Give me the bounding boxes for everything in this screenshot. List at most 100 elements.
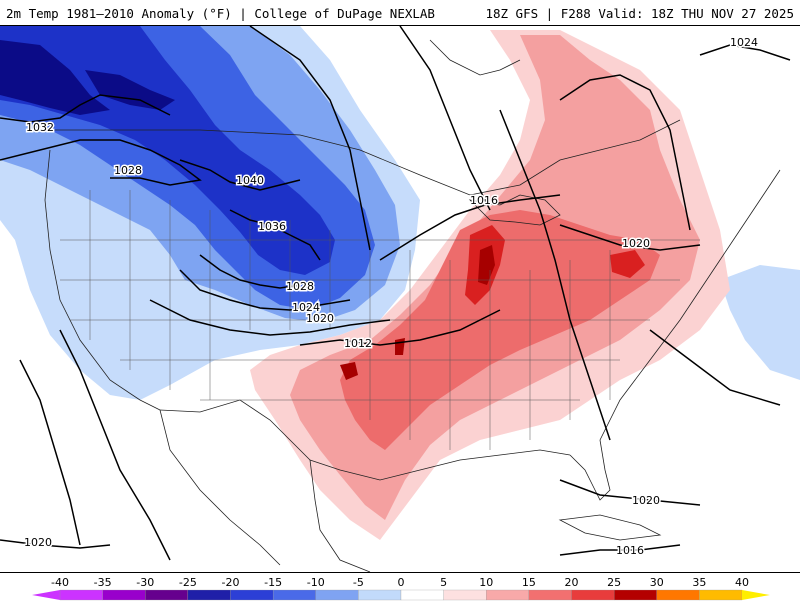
mexico-pacific-coast [159, 409, 281, 566]
warm-fill-hottest [478, 245, 495, 285]
isobar-label: 1020 [622, 237, 650, 250]
isobar-label: 1020 [24, 536, 52, 549]
isobar-labels: 1032 1028 1040 1036 1028 1024 1020 1016 … [23, 35, 760, 559]
cuba [558, 514, 662, 541]
colorbar-tick-label: -40 [51, 576, 69, 589]
us-canada-border [45, 119, 681, 196]
isobar-label: 1012 [344, 337, 372, 350]
isobar-1036 [229, 209, 321, 261]
isobar-label: 1040 [236, 174, 264, 187]
isobar-1024 [179, 269, 351, 311]
colorbar-tick-label: 5 [440, 576, 447, 589]
isobar-label: 1020 [306, 312, 334, 325]
isobar-1028-nw [0, 139, 202, 186]
colorbar-swatch [145, 589, 189, 601]
colorbar-swatches [32, 589, 770, 601]
colorbar-canvas: -40 -35 -30 -25 -20 -15 -10 -5 0 5 10 15 20 25 30 35 40 [32, 576, 770, 601]
colorbar-tick-label: -30 [136, 576, 154, 589]
colorbar-swatch [102, 589, 146, 601]
colorbar-swatch [656, 589, 700, 601]
warm-fill-hottest-2 [340, 362, 358, 380]
state-borders [60, 190, 700, 450]
isobar-label: 1016 [616, 544, 644, 557]
colorbar-tick-label: -25 [179, 576, 197, 589]
isobar-label: 1032 [26, 121, 54, 134]
colorbar-swatch [187, 589, 231, 601]
colorbar-tick-label: 25 [607, 576, 621, 589]
isobar-label: 1024 [292, 301, 320, 314]
colorbar-swatch [699, 589, 743, 601]
isobar-west-1 [59, 329, 171, 561]
colorbar-swatch [613, 589, 657, 601]
isobar-1040 [179, 159, 301, 191]
mexico-gulf-coast [309, 459, 371, 572]
anomaly-map[interactable]: 1032 1028 1040 1036 1028 1024 1020 1016 … [0, 26, 800, 572]
colorbar-swatch [486, 589, 530, 601]
colorbar-tick-label: 35 [692, 576, 706, 589]
colorbar-tick-label: 20 [565, 576, 579, 589]
isobar-outer-3 [499, 109, 611, 441]
colorbar-tick-label: 30 [650, 576, 664, 589]
colorbar-tick-labels: -40 -35 -30 -25 -20 -15 -10 -5 0 5 10 15 20 25 30 35 40 [51, 576, 749, 589]
florida [569, 439, 611, 501]
colorbar-tick-label: -35 [94, 576, 112, 589]
colorbar-swatch [358, 589, 402, 601]
isobar-outer-1 [249, 26, 371, 251]
isobar-1032 [0, 94, 171, 123]
warm-fill-hot-2 [610, 250, 645, 278]
cold-anomaly-shading [0, 26, 800, 400]
colorbar-swatch [230, 589, 274, 601]
colorbar-legend: -40 -35 -30 -25 -20 -15 -10 -5 0 5 10 15 20 25 30 35 40 [0, 572, 800, 601]
colorbar-swatch [315, 589, 359, 601]
isobar-label: 1036 [258, 220, 286, 233]
isobar-1020-center [149, 299, 391, 336]
isobar-outer-5 [649, 329, 781, 406]
colorbar-tick-label: 0 [398, 576, 405, 589]
isobar-label: 1020 [632, 494, 660, 507]
east-coast [599, 169, 781, 441]
isobar-contours [0, 26, 791, 561]
isobar-1028-center [199, 254, 301, 289]
isobar-label: 1028 [286, 280, 314, 293]
us-mexico-border [159, 399, 311, 461]
colorbar-swatch [528, 589, 572, 601]
colorbar-tick-label: 40 [735, 576, 749, 589]
geographic-borders [44, 39, 781, 572]
isobar-1024-ne [699, 44, 791, 61]
map-canvas: 1032 1028 1040 1036 1028 1024 1020 1016 … [0, 26, 800, 572]
isobar-1012 [299, 309, 501, 346]
colorbar-swatch [272, 589, 316, 601]
colorbar-tick-label: -15 [264, 576, 282, 589]
isobar-outer-2 [399, 26, 491, 211]
isobar-1020-gulf [559, 479, 701, 506]
map-title: 2m Temp 1981–2010 Anomaly (°F) | College… [6, 6, 435, 21]
cold-fill-slightly-cool-east [720, 265, 800, 380]
colorbar-swatch [59, 589, 103, 601]
colorbar-tick-label: 10 [479, 576, 493, 589]
colorbar-swatch [571, 589, 615, 601]
colorbar-swatch [443, 589, 487, 601]
hudson-bay-coast [429, 39, 521, 76]
colorbar-min-arrow [32, 590, 60, 600]
colorbar-tick-label: -20 [222, 576, 240, 589]
warm-fill-warmer [340, 210, 660, 450]
isobar-outer-4 [559, 74, 691, 231]
colorbar-tick-label: -10 [307, 576, 325, 589]
model-run-info: 18Z GFS | F288 Valid: 18Z THU NOV 27 202… [485, 6, 794, 21]
cold-fill-coldest-2 [85, 70, 175, 110]
colorbar-tick-label: 15 [522, 576, 536, 589]
isobar-1016-center [379, 194, 561, 261]
isobar-1020-pacific [0, 539, 111, 549]
colorbar-swatch [400, 589, 444, 601]
colorbar-max-arrow [742, 590, 770, 600]
isobar-label: 1028 [114, 164, 142, 177]
isobar-1020-east [559, 224, 701, 251]
isobar-label: 1024 [730, 36, 758, 49]
cold-fill-coldest [0, 40, 110, 115]
map-header: 2m Temp 1981–2010 Anomaly (°F) | College… [0, 0, 800, 26]
isobar-1016-caribbean [559, 544, 681, 556]
gulf-coast [309, 449, 571, 481]
colorbar-tick-label: -5 [353, 576, 364, 589]
isobar-label: 1016 [470, 194, 498, 207]
isobar-west-2 [19, 359, 81, 546]
